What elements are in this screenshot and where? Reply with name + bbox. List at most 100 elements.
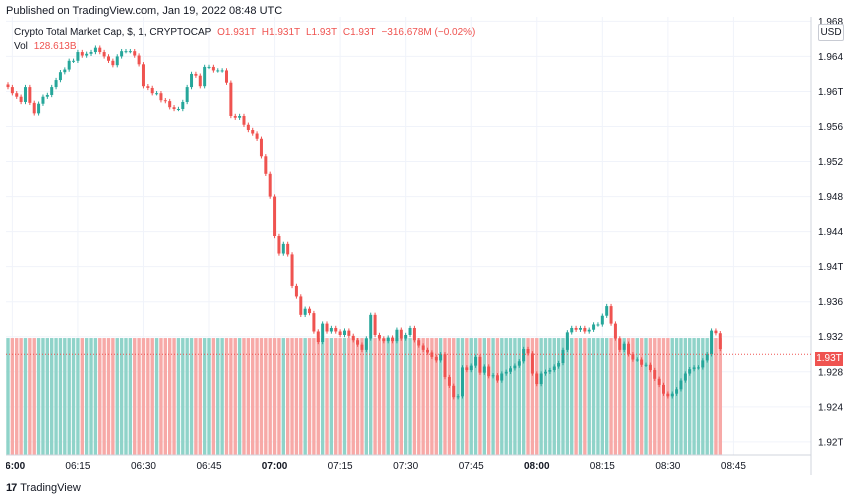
candle-body bbox=[93, 47, 97, 53]
candle-body bbox=[360, 344, 364, 350]
candle bbox=[54, 77, 58, 90]
volume-bar bbox=[185, 338, 189, 455]
candle-body bbox=[369, 314, 373, 339]
candle-body bbox=[203, 66, 207, 87]
candle-body bbox=[688, 369, 692, 374]
candle-body bbox=[482, 366, 486, 373]
volume-bar bbox=[58, 338, 63, 455]
candle-body bbox=[124, 51, 128, 53]
candle-body bbox=[701, 360, 705, 368]
candle bbox=[404, 332, 408, 341]
candle-body bbox=[28, 87, 32, 103]
candle bbox=[648, 362, 652, 373]
candle-body bbox=[714, 330, 718, 334]
candle-body bbox=[356, 340, 360, 345]
candle-body bbox=[155, 93, 159, 95]
candle-body bbox=[325, 323, 329, 332]
y-tick-label: 1.928T bbox=[818, 367, 843, 378]
candle bbox=[373, 312, 377, 338]
candle-body bbox=[15, 93, 19, 97]
candle-body bbox=[596, 324, 600, 326]
candle-body bbox=[592, 324, 596, 330]
candle bbox=[6, 82, 10, 90]
candle-body bbox=[347, 330, 351, 336]
change-value: −316.678M (−0.02%) bbox=[381, 27, 476, 38]
volume-bar bbox=[285, 338, 290, 455]
volume-bar bbox=[45, 338, 50, 455]
candle-body bbox=[635, 359, 639, 361]
volume-bar bbox=[674, 338, 679, 455]
volume-bar bbox=[80, 338, 84, 455]
candle-body bbox=[574, 327, 578, 330]
candle bbox=[334, 325, 338, 334]
price-chart[interactable]: 1.92T 1.924T 1.928T 1.932T 1.936T 1.94T 1.944T… bbox=[6, 17, 843, 478]
candle-body bbox=[290, 254, 294, 286]
chart-legend: Crypto Total Market Cap, $, 1, CRYPTOCAP… bbox=[14, 27, 478, 38]
candle bbox=[504, 369, 508, 376]
candles bbox=[6, 45, 722, 400]
volume-bar bbox=[10, 338, 15, 455]
volume-bar bbox=[84, 338, 89, 455]
y-tick-label: 1.964T bbox=[818, 52, 843, 63]
candle bbox=[622, 341, 626, 353]
candle bbox=[478, 354, 482, 375]
candle bbox=[714, 328, 718, 336]
volume-bar bbox=[312, 338, 316, 455]
volume-label: Vol bbox=[14, 41, 28, 52]
candle bbox=[701, 358, 705, 370]
candle bbox=[679, 378, 683, 392]
candle bbox=[421, 343, 425, 353]
chart-container[interactable]: 1.92T 1.924T 1.928T 1.932T 1.936T 1.94T 1.944T… bbox=[6, 17, 843, 478]
volume-bar bbox=[478, 338, 482, 455]
candle-body bbox=[194, 73, 198, 76]
candle-body bbox=[338, 331, 342, 335]
candle bbox=[539, 371, 543, 387]
volume-bar bbox=[705, 338, 709, 455]
candle bbox=[640, 357, 644, 367]
candle-body bbox=[491, 375, 495, 377]
candle bbox=[399, 327, 403, 341]
candle-body bbox=[146, 86, 150, 88]
candle-body bbox=[172, 107, 176, 109]
volume-bar bbox=[102, 338, 106, 455]
candle bbox=[469, 363, 473, 373]
volume-bar bbox=[294, 338, 299, 455]
candle-body bbox=[395, 329, 399, 342]
candle-body bbox=[76, 52, 80, 61]
candle-body bbox=[216, 70, 220, 72]
candle bbox=[10, 84, 14, 96]
volume-bar bbox=[508, 338, 513, 455]
candle-body bbox=[198, 75, 202, 87]
candle-body bbox=[517, 361, 521, 366]
volume-bar bbox=[242, 338, 246, 455]
volume-bars bbox=[6, 338, 723, 455]
candle-body bbox=[238, 115, 242, 118]
volume-bar bbox=[565, 338, 570, 455]
volume-bar bbox=[281, 338, 286, 455]
volume-bar bbox=[251, 338, 255, 455]
volume-bar bbox=[364, 338, 369, 455]
volume-bar bbox=[447, 338, 452, 455]
volume-bar bbox=[500, 338, 504, 455]
candle bbox=[613, 321, 617, 341]
candle bbox=[23, 84, 27, 105]
candle-body bbox=[500, 373, 504, 381]
candle-body bbox=[45, 94, 49, 97]
candle bbox=[246, 122, 250, 133]
volume-bar bbox=[28, 338, 32, 455]
volume-bar bbox=[23, 338, 28, 455]
candle-body bbox=[67, 60, 71, 70]
candle-body bbox=[382, 338, 386, 342]
y-tick-label: 1.944T bbox=[818, 227, 843, 238]
x-tick-label: 07:30 bbox=[393, 461, 418, 472]
candle-body bbox=[150, 87, 154, 94]
candle-body bbox=[233, 115, 237, 118]
volume-bar bbox=[124, 338, 128, 455]
volume-bar bbox=[487, 338, 491, 455]
x-tick-label: 06:30 bbox=[131, 461, 156, 472]
candle-body bbox=[622, 343, 626, 350]
volume-bar bbox=[246, 338, 251, 455]
candle bbox=[696, 365, 700, 370]
candle bbox=[465, 365, 469, 373]
currency-selector[interactable]: USD bbox=[818, 24, 844, 41]
